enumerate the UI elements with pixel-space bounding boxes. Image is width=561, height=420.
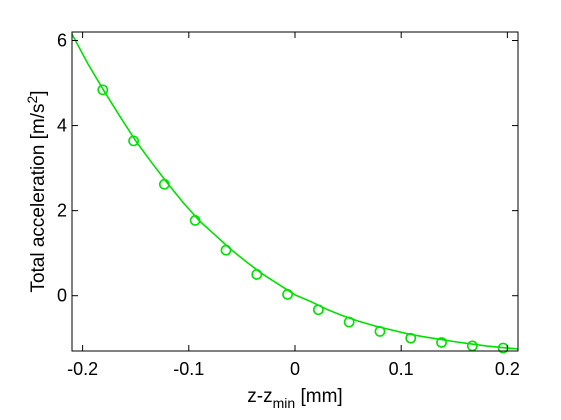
data-point-marker <box>436 337 447 348</box>
data-point-marker <box>189 215 201 226</box>
data-point-marker <box>97 84 109 96</box>
series-layer <box>71 33 519 354</box>
data-point-marker <box>251 269 263 280</box>
y-axis-label-main: Total acceleration [m/s <box>28 104 49 293</box>
x-tick-label: 0.2 <box>495 359 520 379</box>
x-tick-label: 0 <box>290 359 300 379</box>
y-tick-label: 4 <box>57 116 67 136</box>
data-point-marker <box>128 135 139 147</box>
y-tick-label: 0 <box>57 286 67 306</box>
y-axis-label-bracket: ] <box>28 90 49 95</box>
y-tick-label: 6 <box>57 31 67 51</box>
x-axis-label-subscript: min <box>273 395 296 411</box>
data-point-marker <box>282 289 293 300</box>
y-axis-label: Total acceleration [m/s2] <box>24 90 49 292</box>
plot-area <box>72 32 518 351</box>
x-tick-label: -0.1 <box>173 359 204 379</box>
x-tick-label: -0.2 <box>67 359 98 379</box>
x-axis-label-unit: [mm] <box>295 386 343 407</box>
data-point-marker <box>312 304 324 316</box>
y-axis-label-superscript: 2 <box>24 96 40 104</box>
data-point-marker <box>343 316 355 328</box>
data-point-marker <box>220 244 232 256</box>
ticks-layer: -0.2 -0.1 0 0.1 0.2 0 2 4 6 <box>57 31 520 379</box>
x-axis-label-main: z-z <box>247 386 272 407</box>
x-tick-label: 0.1 <box>389 359 414 379</box>
data-point-marker <box>374 326 386 337</box>
labels-layer: z-zmin [mm]Total acceleration [m/s2] <box>24 90 343 411</box>
y-tick-label: 2 <box>57 201 67 221</box>
data-point-marker <box>405 332 417 344</box>
x-axis-label: z-zmin [mm] <box>247 386 342 411</box>
series-line <box>71 33 519 350</box>
data-point-marker <box>158 178 170 190</box>
